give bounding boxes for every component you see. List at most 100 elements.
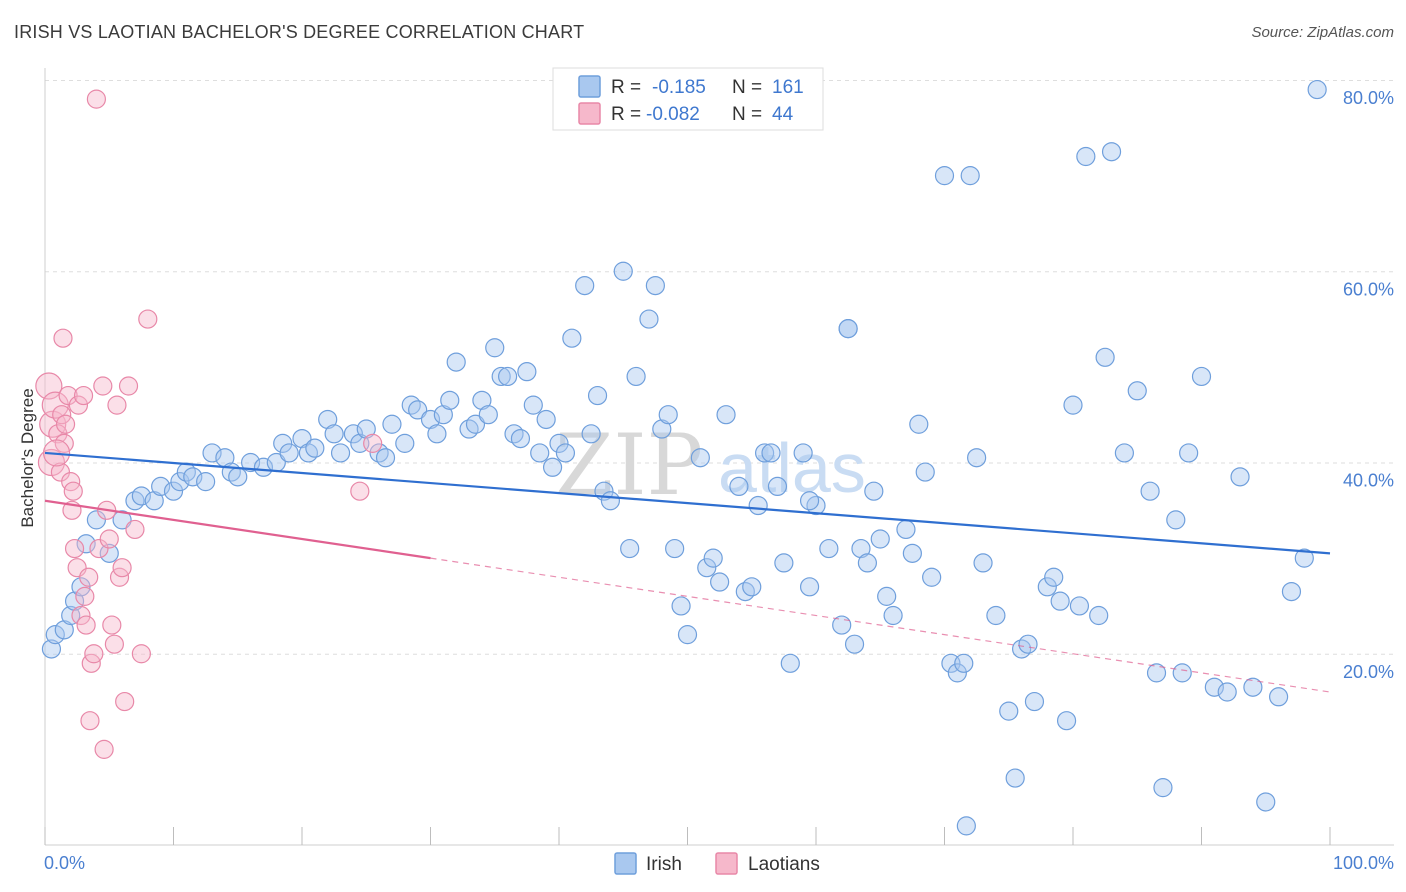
data-point [1191, 366, 1212, 387]
data-point [799, 491, 820, 511]
data-point [960, 166, 980, 186]
data-point [196, 472, 216, 492]
data-point [241, 452, 261, 473]
data-point [112, 510, 132, 530]
data-point [1230, 467, 1250, 487]
series-irish [41, 79, 1327, 836]
data-point [382, 414, 402, 434]
data-point [1153, 778, 1173, 798]
x-tick-label-max: 100.0% [1333, 853, 1394, 873]
data-point [79, 567, 99, 587]
data-point [48, 424, 68, 444]
data-point [555, 443, 576, 463]
data-point [620, 538, 640, 559]
data-point [645, 275, 665, 296]
axes [44, 68, 1394, 846]
data-point [472, 390, 492, 410]
legend-irish-swatch [578, 75, 601, 98]
legend-irish-n-label: N = [732, 77, 762, 98]
data-point [1179, 443, 1199, 463]
data-point [1095, 347, 1115, 367]
data-point [1204, 677, 1224, 697]
data-point [754, 443, 775, 463]
chart-title: IRISH VS LAOTIAN BACHELOR'S DEGREE CORRE… [14, 22, 585, 42]
data-point [131, 644, 151, 664]
data-point [84, 644, 104, 664]
data-point [729, 476, 749, 497]
legend-bottom-laotians-swatch [715, 852, 738, 875]
trend-line-extension-laotians [430, 557, 1331, 693]
data-point [73, 385, 94, 406]
data-point [89, 538, 109, 559]
data-point [491, 366, 511, 387]
data-point [562, 328, 582, 348]
data-point [163, 481, 184, 501]
data-point [581, 424, 601, 444]
data-point [864, 481, 884, 501]
data-point [1005, 768, 1025, 788]
y-tick-label: 40.0% [1343, 471, 1394, 491]
data-point [395, 433, 415, 453]
data-point [279, 443, 299, 463]
data-point [1127, 381, 1147, 401]
data-point [330, 443, 351, 463]
data-point [1172, 663, 1192, 683]
data-point [64, 591, 85, 611]
data-point [967, 448, 987, 468]
data-point [716, 405, 736, 425]
data-point [575, 275, 595, 296]
data-point [1114, 443, 1135, 463]
data-point [80, 711, 100, 731]
data-point [41, 639, 62, 659]
data-point [99, 543, 119, 563]
data-point [433, 405, 453, 425]
data-point [1044, 567, 1064, 587]
data-point [115, 691, 135, 712]
grid-lines [45, 80, 1394, 655]
data-point [408, 400, 428, 420]
data-point [1050, 591, 1070, 611]
legend-laotians-r-value: -0.082 [646, 104, 700, 125]
data-point [677, 625, 698, 645]
data-point [1281, 581, 1302, 602]
data-point [1037, 577, 1057, 597]
data-point [318, 409, 338, 430]
legend-irish-r-label: R = [611, 77, 641, 98]
legend-laotians-n-value: 44 [772, 104, 794, 125]
legend-irish-r-value: -0.185 [652, 77, 706, 98]
data-point [1307, 79, 1327, 100]
data-point [690, 448, 710, 468]
data-point [356, 419, 376, 439]
data-point [61, 605, 81, 626]
data-point [118, 376, 139, 396]
data-point [440, 390, 460, 410]
data-point [131, 486, 151, 506]
legend-laotians-n-label: N = [732, 104, 762, 125]
data-point [64, 538, 85, 559]
data-point [549, 433, 569, 453]
data-point [761, 443, 781, 463]
data-point [600, 491, 621, 511]
data-point [658, 405, 678, 425]
data-point [86, 510, 107, 530]
data-point [851, 538, 871, 559]
data-point [99, 529, 119, 549]
data-point [902, 543, 922, 563]
legend-bottom-irish-swatch [614, 852, 637, 875]
data-point [375, 448, 396, 468]
data-point [202, 443, 222, 463]
data-point [498, 366, 518, 387]
data-point [55, 414, 76, 434]
data-point [144, 491, 164, 511]
data-point [1256, 792, 1276, 812]
data-point [324, 424, 344, 444]
data-point [292, 428, 312, 449]
data-point [76, 534, 96, 554]
data-point [420, 409, 441, 430]
data-point [838, 319, 858, 339]
data-point [530, 443, 550, 463]
data-point [427, 424, 447, 444]
data-point [639, 309, 659, 329]
data-point [1018, 634, 1038, 654]
data-point [697, 558, 717, 578]
